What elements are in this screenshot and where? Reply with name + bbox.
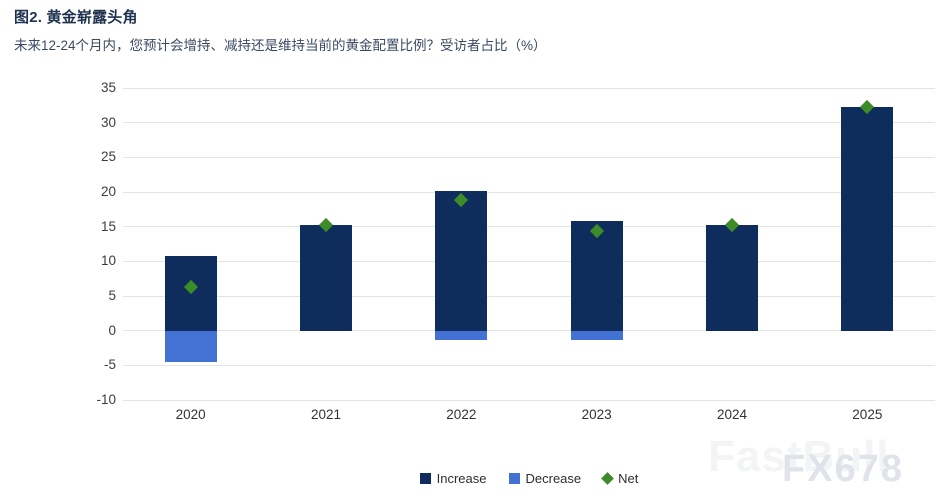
plot-area	[123, 87, 935, 401]
x-tick-label-2024: 2024	[716, 407, 748, 422]
legend-label: Decrease	[525, 471, 582, 486]
x-tick-label-2021: 2021	[310, 407, 342, 422]
legend-label: Net	[618, 471, 639, 486]
gridline--10	[123, 399, 935, 401]
y-tick-label-35: 35	[100, 80, 116, 95]
chart-title: 图2. 黄金崭露头角	[14, 9, 138, 26]
gridline-30	[123, 122, 935, 124]
gridline--5	[123, 364, 935, 366]
y-tick-label-10: 10	[100, 253, 116, 269]
y-tick-label-30: 30	[100, 114, 116, 130]
y-tick-label-25: 25	[100, 149, 116, 165]
x-tick-label-2023: 2023	[581, 407, 612, 422]
legend: Increase Decrease Net	[123, 471, 935, 486]
y-tick-label-5: 5	[108, 288, 116, 303]
legend-item-increase: Increase	[419, 471, 487, 486]
bar-increase-2025	[841, 106, 894, 331]
bar-decrease-2022	[435, 330, 488, 341]
legend-square-icon	[508, 473, 520, 484]
bar-decrease-2020	[164, 330, 217, 362]
chart-subtitle: 未来12-24个月内，您预计会增持、减持还是维持当前的黄金配置比例？受访者占比（…	[14, 38, 547, 53]
gridline-35	[123, 87, 935, 89]
legend-square-icon	[419, 473, 431, 484]
gridline-10	[123, 260, 935, 262]
legend-item-decrease: Decrease	[508, 471, 582, 486]
gridline-15	[123, 226, 935, 228]
y-tick-label--10: -10	[96, 392, 116, 407]
x-tick-label-2020: 2020	[175, 407, 206, 422]
x-axis: 2020 2021 2022 2023 2024 2025	[123, 407, 935, 429]
gridline-0	[123, 330, 935, 332]
bar-increase-2021	[300, 225, 352, 331]
y-tick-label-20: 20	[100, 184, 116, 199]
gridline-25	[123, 156, 935, 158]
x-tick-label-2025: 2025	[852, 407, 883, 422]
legend-item-net: Net	[601, 471, 639, 486]
chart-header: 图2. 黄金崭露头角 未来12-24个月内，您预计会增持、减持还是维持当前的黄金…	[14, 6, 914, 54]
y-tick-label-0: 0	[108, 322, 116, 338]
legend-label: Increase	[436, 471, 487, 486]
y-tick-label-15: 15	[100, 218, 116, 234]
bar-increase-2023	[570, 221, 623, 331]
bar-decrease-2023	[570, 330, 623, 341]
bar-increase-2024	[706, 225, 758, 331]
gridline-20	[123, 191, 935, 193]
y-axis: 35 30 25 20 15 10 5 0 -5 -10	[60, 80, 116, 407]
gridline-5	[123, 295, 935, 297]
y-tick-label--5: -5	[103, 357, 116, 373]
x-tick-label-2022: 2022	[446, 407, 477, 422]
bar-increase-2022	[435, 190, 488, 331]
legend-diamond-icon	[601, 472, 615, 485]
